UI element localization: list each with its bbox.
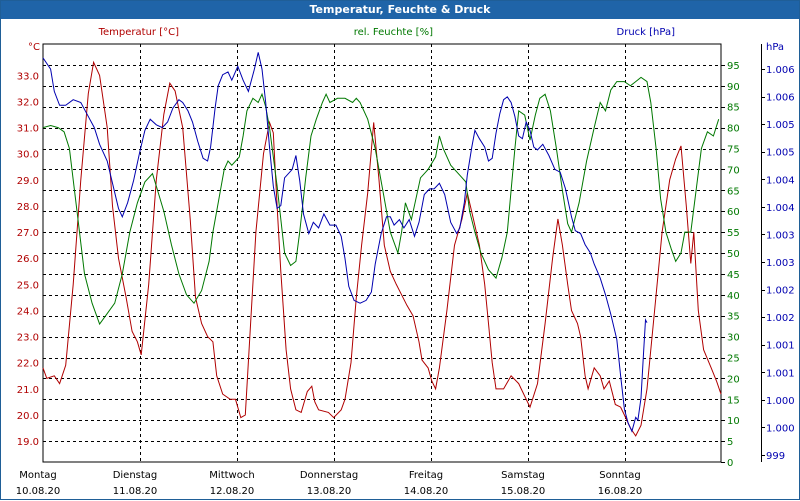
x-tick-date-label: 12.08.20 (210, 486, 255, 497)
humidity-axis-label: rel. Feuchte [%] (354, 27, 433, 38)
humidity-tick-label: 30 (727, 333, 740, 344)
humidity-tick-label: 10 (727, 416, 740, 427)
temperature-tick-label: 22.0 (17, 359, 39, 370)
x-tick-date-label: 15.08.20 (501, 486, 546, 497)
humidity-tick-label: 40 (727, 291, 740, 302)
temperature-tick-label: 19.0 (17, 437, 39, 448)
temperature-axis-label: Temperatur [°C] (98, 27, 179, 38)
humidity-tick-label: 90 (727, 82, 740, 93)
x-tick-date-label: 16.08.20 (598, 486, 643, 497)
window-title: Temperatur, Feuchte & Druck (1, 1, 799, 19)
pressure-tick-label: 999 (766, 451, 785, 462)
humidity-tick-label: 55 (727, 228, 740, 239)
pressure-tick-label: 1.003 (766, 230, 795, 241)
humidity-tick-label: 65 (727, 186, 740, 197)
series-line-pressure (42, 52, 648, 433)
chart-grid (42, 43, 722, 463)
temperature-tick-label: 24.0 (17, 306, 39, 317)
humidity-tick-label: 60 (727, 207, 740, 218)
temperature-tick-label: 21.0 (17, 385, 39, 396)
humidity-tick-label: 95 (727, 61, 740, 72)
humidity-tick-label: 70 (727, 165, 740, 176)
humidity-tick-label: 75 (727, 145, 740, 156)
temperature-tick-label: 26.0 (17, 254, 39, 265)
humidity-tick-label: 5 (727, 437, 733, 448)
x-tick-day-label: Dienstag (113, 470, 158, 481)
x-tick-day-label: Freitag (409, 470, 443, 481)
humidity-tick-label: 85 (727, 103, 740, 114)
temperature-tick-label: 30.0 (17, 150, 39, 161)
x-tick-date-label: 10.08.20 (16, 486, 61, 497)
pressure-tick-label: 1.004 (766, 203, 795, 214)
x-tick-day-label: Sonntag (599, 470, 641, 481)
pressure-tick-label: 1.002 (766, 286, 795, 297)
temperature-tick-label: 31.0 (17, 124, 39, 135)
humidity-tick-label: 25 (727, 354, 740, 365)
pressure-tick-label: 1.000 (766, 396, 795, 407)
chart-series (42, 52, 722, 437)
humidity-tick-label: 45 (727, 270, 740, 281)
temperature-tick-label: 23.0 (17, 333, 39, 344)
temperature-tick-label: 33.0 (17, 71, 39, 82)
humidity-tick-label: 0 (727, 458, 733, 469)
temperature-tick-label: 32.0 (17, 97, 39, 108)
temperature-tick-label: 28.0 (17, 202, 39, 213)
x-tick-day-label: Donnerstag (300, 470, 358, 481)
pressure-tick-label: 1.006 (766, 65, 795, 76)
humidity-tick-label: 50 (727, 249, 740, 260)
temperature-unit: °C (28, 42, 40, 53)
pressure-tick-label: 1.001 (766, 341, 795, 352)
chart-axes: Temperatur [°C] rel. Feuchte [%] Druck [… (16, 27, 795, 497)
temperature-tick-label: 27.0 (17, 228, 39, 239)
x-tick-date-label: 13.08.20 (307, 486, 352, 497)
x-tick-day-label: Montag (19, 470, 56, 481)
pressure-tick-label: 1.006 (766, 93, 795, 104)
temperature-tick-label: 29.0 (17, 176, 39, 187)
pressure-tick-label: 1.002 (766, 313, 795, 324)
temperature-tick-label: 25.0 (17, 280, 39, 291)
humidity-tick-label: 15 (727, 395, 740, 406)
series-line-humidity (42, 76, 720, 326)
x-tick-date-label: 14.08.20 (404, 486, 449, 497)
series-line-temperature (42, 60, 722, 437)
pressure-tick-label: 1.003 (766, 258, 795, 269)
pressure-axis-label: Druck [hPa] (617, 27, 676, 38)
x-tick-date-label: 11.08.20 (113, 486, 158, 497)
x-tick-day-label: Samstag (501, 470, 545, 481)
humidity-tick-label: 20 (727, 374, 740, 385)
x-tick-day-label: Mittwoch (209, 470, 254, 481)
pressure-unit: hPa (766, 42, 784, 53)
temperature-tick-label: 20.0 (17, 411, 39, 422)
pressure-tick-label: 1.004 (766, 175, 795, 186)
humidity-tick-label: 80 (727, 124, 740, 135)
pressure-tick-label: 1.005 (766, 148, 795, 159)
pressure-tick-label: 1.001 (766, 368, 795, 379)
pressure-tick-label: 1.000 (766, 423, 795, 434)
pressure-tick-label: 1.005 (766, 120, 795, 131)
humidity-tick-label: 35 (727, 312, 740, 323)
